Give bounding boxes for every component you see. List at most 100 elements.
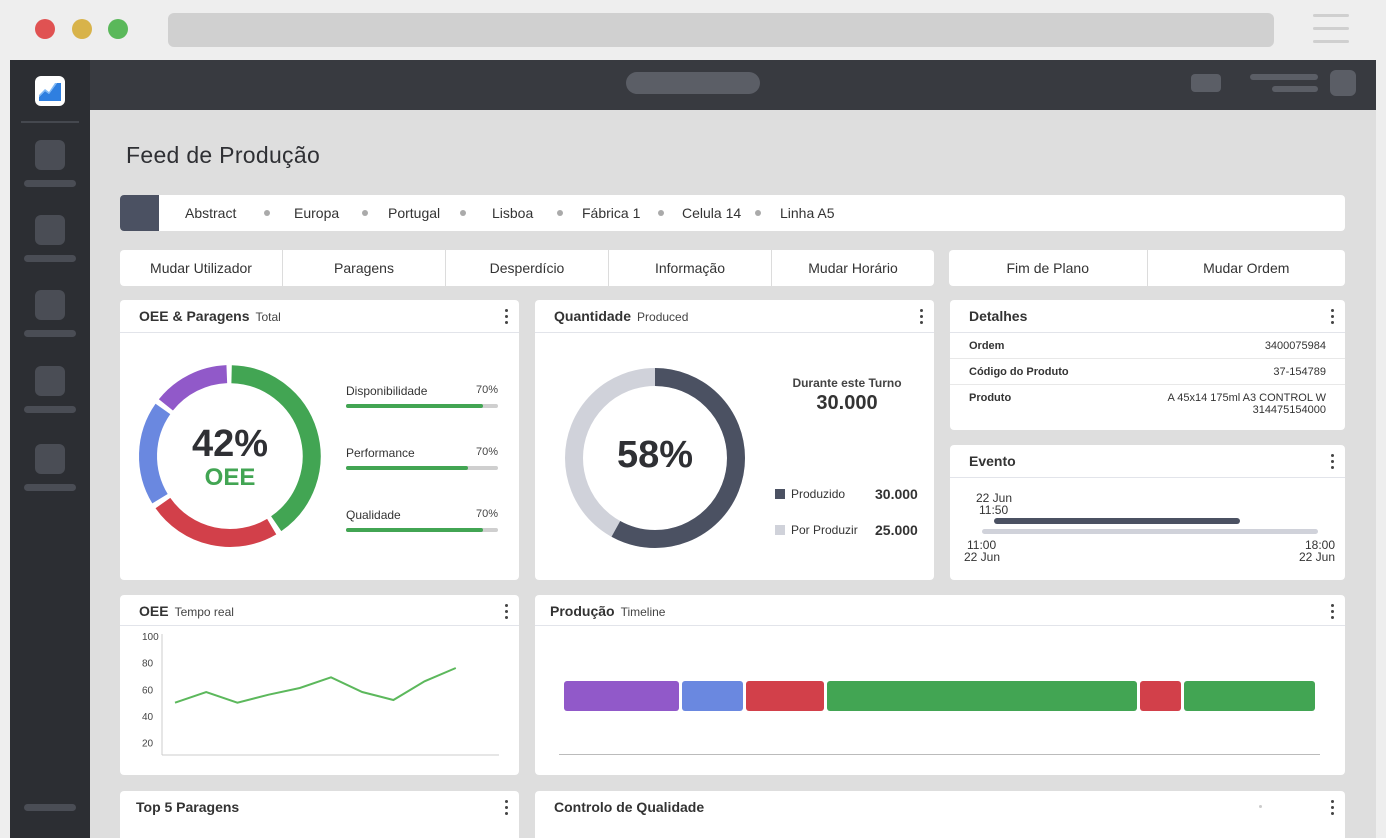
detail-value: A 45x14 175ml A3 CONTROL W [1167, 392, 1326, 404]
information-button[interactable]: Informação [609, 250, 772, 286]
browser-menu-icon[interactable] [1313, 14, 1349, 53]
detail-row-order: Ordem 3400075984 [950, 333, 1345, 359]
oee-label: OEE [204, 464, 256, 491]
legend-value: 30.000 [875, 486, 918, 502]
top-bar [90, 60, 1376, 110]
card-title: Evento [969, 453, 1016, 469]
card-title: OEE & Paragens [139, 308, 250, 324]
timeline-segment[interactable] [1184, 681, 1315, 711]
close-window-button[interactable] [35, 19, 55, 39]
event-start-time: 11:00 [967, 538, 997, 552]
donut-produced [565, 368, 745, 548]
quantity-donut-chart [565, 368, 745, 548]
timeline-axis [559, 754, 1320, 755]
sidebar-item-2[interactable] [24, 215, 76, 275]
top-search-placeholder[interactable] [626, 72, 760, 94]
breadcrumb-home-button[interactable] [120, 195, 159, 231]
more-options-icon[interactable] [1331, 800, 1335, 816]
timeline-segment[interactable] [1140, 681, 1181, 711]
quantity-card: Quantidade Produced 58% Durante este Turn… [535, 300, 934, 580]
breadcrumb: Abstract Europa Portugal Lisboa Fábrica … [120, 195, 1345, 231]
metric-value: 70% [475, 508, 498, 520]
waste-button[interactable]: Desperdício [446, 250, 609, 286]
more-options-icon[interactable] [920, 309, 924, 325]
event-end-date: 22 Jun [1298, 550, 1335, 564]
card-subtitle: Tempo real [174, 605, 234, 619]
breadcrumb-separator [557, 210, 563, 216]
oee-realtime-card: OEE Tempo real 100 80 60 40 20 [120, 595, 519, 775]
donut-segment-red [155, 497, 277, 547]
end-plan-button[interactable]: Fim de Plano [949, 250, 1148, 286]
breadcrumb-separator [264, 210, 270, 216]
avatar[interactable] [1330, 70, 1356, 96]
breadcrumb-item[interactable]: Linha A5 [780, 205, 835, 221]
notifications-icon[interactable] [1191, 74, 1221, 92]
card-header: Produção Timeline [535, 595, 1345, 626]
metric-label: Disponibilidade [346, 384, 428, 398]
breadcrumb-item[interactable]: Lisboa [492, 205, 534, 221]
breadcrumb-item[interactable]: Europa [294, 205, 340, 221]
breadcrumb-item[interactable]: Abstract [185, 205, 237, 221]
sidebar-item-1[interactable] [24, 140, 76, 200]
card-subtitle: Total [255, 310, 281, 324]
breadcrumb-item[interactable]: Portugal [388, 205, 441, 221]
address-bar[interactable] [168, 13, 1274, 47]
more-options-icon[interactable] [1331, 604, 1335, 620]
details-card: Detalhes Ordem 3400075984 Código do Prod… [950, 300, 1345, 430]
stoppages-button[interactable]: Paragens [283, 250, 446, 286]
event-timeline-track [982, 529, 1318, 534]
legend-swatch-produced [775, 489, 785, 499]
change-user-button[interactable]: Mudar Utilizador [120, 250, 283, 286]
page-title: Feed de Produção [126, 142, 321, 168]
minimize-window-button[interactable] [72, 19, 92, 39]
card-header: OEE Tempo real [120, 595, 519, 626]
breadcrumb-item[interactable]: Celula 14 [682, 205, 742, 221]
oee-line-chart: 100 80 60 40 20 [142, 632, 499, 756]
sidebar-item-5[interactable] [24, 444, 76, 504]
breadcrumb-separator [755, 210, 761, 216]
event-timeline-progress[interactable] [994, 518, 1240, 524]
y-tick-label: 20 [142, 739, 154, 750]
metric-label: Performance [346, 446, 415, 460]
legend-label: Por Produzir [791, 523, 858, 537]
metric-value: 70% [475, 384, 498, 396]
production-timeline [564, 681, 1324, 711]
timeline-segment[interactable] [682, 681, 743, 711]
sidebar-item-4[interactable] [24, 366, 76, 426]
legend-value: 25.000 [875, 522, 918, 538]
event-card: Evento 22 Jun 11:50 11:00 22 Jun 18:00 2… [950, 445, 1345, 580]
production-timeline-card: Produção Timeline [535, 595, 1345, 775]
timeline-segment[interactable] [827, 681, 1137, 711]
timeline-segment[interactable] [746, 681, 824, 711]
detail-key: Produto [969, 392, 1012, 404]
app-logo-icon[interactable] [35, 76, 65, 106]
y-tick-label: 60 [142, 685, 154, 696]
oee-stoppages-card: OEE & Paragens Total 42% OEE Disponibilid… [120, 300, 519, 580]
oee-donut-chart [139, 365, 321, 547]
more-options-icon[interactable] [1331, 454, 1335, 470]
actions-toolbar-right: Fim de Plano Mudar Ordem [949, 250, 1345, 286]
more-options-icon[interactable] [505, 800, 509, 816]
event-current-time: 11:50 [979, 503, 1009, 517]
top5-stoppages-card: Top 5 Paragens [120, 791, 519, 838]
timeline-segment[interactable] [564, 681, 679, 711]
sidebar [10, 60, 90, 838]
more-options-icon[interactable] [505, 604, 509, 620]
card-title: Detalhes [969, 308, 1028, 324]
card-subtitle: Timeline [620, 605, 666, 619]
breadcrumb-separator [658, 210, 664, 216]
maximize-window-button[interactable] [108, 19, 128, 39]
change-schedule-button[interactable]: Mudar Horário [808, 260, 898, 276]
card-header: Top 5 Paragens [120, 791, 519, 824]
shift-value: 30.000 [816, 392, 878, 414]
more-options-icon[interactable] [1331, 309, 1335, 325]
more-options-icon[interactable] [505, 309, 509, 325]
breadcrumb-item[interactable]: Fábrica 1 [582, 205, 641, 221]
detail-row-product-code: Código do Produto 37-154789 [950, 359, 1345, 385]
breadcrumb-separator [460, 210, 466, 216]
sidebar-footer-item[interactable] [24, 804, 76, 811]
progress-bar [346, 466, 498, 470]
sidebar-item-3[interactable] [24, 290, 76, 350]
change-order-button[interactable]: Mudar Ordem [1203, 260, 1290, 276]
card-title: Quantidade [554, 308, 632, 324]
